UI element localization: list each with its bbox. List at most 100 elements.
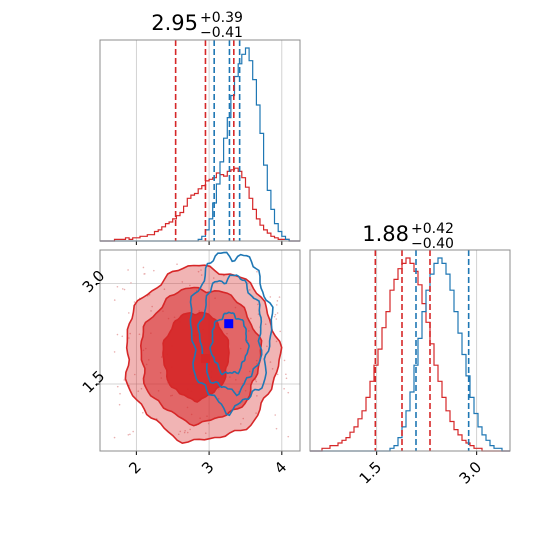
joint-sample-dot: [212, 277, 215, 279]
joint-sample-dot: [275, 340, 278, 343]
joint-sample-dot: [279, 330, 281, 333]
joint-sample-dot: [274, 414, 277, 416]
joint-sample-dot: [153, 269, 155, 272]
joint-sample-dot: [274, 313, 277, 316]
joint-sample-dot: [116, 333, 119, 336]
joint-sample-dot: [207, 422, 210, 425]
joint-sample-dot: [183, 431, 186, 434]
joint-x-tick-labels: 2 3 4: [125, 458, 290, 477]
joint-sample-dot: [121, 335, 124, 338]
joint-sample-dot: [127, 269, 129, 271]
joint-sample-dot: [133, 373, 136, 376]
truth-marker-2: [200, 354, 210, 364]
joint-y-tick-label: 1.5: [79, 367, 109, 397]
param1-red-histogram: [100, 167, 300, 242]
joint-sample-dot: [276, 300, 279, 302]
joint-sample-dot: [276, 312, 279, 314]
joint-sample-dot: [255, 380, 258, 383]
joint-sample-dot: [275, 304, 278, 306]
joint-sample-dot: [116, 285, 119, 288]
joint-sample-dot: [197, 270, 200, 273]
marginal-histogram-param2: [309, 249, 511, 455]
joint-sample-dot: [127, 312, 130, 314]
param2-red-histogram: [310, 257, 510, 452]
joint-sample-dot: [177, 433, 180, 436]
param2-blue-histogram: [310, 257, 510, 452]
joint-sample-dot: [250, 317, 252, 320]
joint-sample-dot: [150, 310, 152, 312]
joint-sample-dot: [276, 373, 279, 376]
joint-sample-dot: [121, 288, 124, 290]
joint-sample-dot: [283, 359, 286, 362]
joint-sample-dot: [118, 403, 121, 406]
joint-sample-dot: [133, 301, 136, 303]
joint-sample-dot: [266, 345, 268, 348]
joint-sample-dot: [248, 289, 251, 291]
joint-sample-dot: [278, 296, 281, 298]
joint-sample-dot: [181, 281, 184, 283]
joint-sample-dot: [179, 430, 182, 433]
joint-sample-dot: [285, 373, 287, 376]
joint-sample-dot: [285, 377, 288, 380]
joint-sample-dot: [142, 411, 144, 414]
joint-sample-dot: [129, 332, 131, 335]
joint-sample-dot: [142, 266, 145, 269]
blue-contour-3: [209, 311, 250, 376]
joint-sample-dot: [184, 429, 186, 432]
joint-sample-dot: [143, 273, 146, 275]
joint-sample-dot: [254, 379, 257, 381]
joint-sample-dot: [256, 395, 258, 397]
joint-sample-dot: [129, 433, 131, 436]
joint-sample-dot: [151, 305, 153, 308]
param2-minus-error: −0.40: [411, 236, 454, 252]
joint-sample-dot: [127, 433, 130, 436]
joint-sample-dot: [186, 431, 189, 434]
joint-sample-dot: [255, 412, 257, 414]
joint-sample-dot: [163, 288, 166, 291]
joint-y-tick-label: 3.0: [79, 267, 109, 297]
truth-marker-1: [224, 319, 234, 329]
param2-frame: [309, 249, 511, 452]
joint-sample-dot: [257, 303, 259, 306]
joint-density-panel: [96, 249, 301, 455]
blue-contour-2: [197, 274, 263, 397]
joint-sample-dot: [271, 368, 274, 370]
joint-sample-dot: [264, 323, 267, 326]
joint-sample-dot: [138, 333, 141, 336]
joint-x-tick-label: 3: [198, 458, 217, 477]
param1-title: 2.95: [151, 11, 198, 35]
joint-sample-dot: [116, 385, 119, 388]
joint-sample-dot: [123, 379, 126, 381]
joint-sample-dot: [273, 315, 276, 318]
param2-plus-error: +0.42: [411, 221, 454, 237]
joint-sample-dot: [204, 432, 207, 435]
joint-sample-dot: [240, 423, 242, 425]
joint-sample-dot: [283, 387, 285, 390]
joint-sample-dot: [269, 361, 272, 363]
param2-title: 1.88: [362, 222, 409, 246]
joint-sample-dot: [200, 274, 203, 276]
param1-median: 2.95: [151, 11, 198, 35]
joint-y-tick-labels: 1.5 3.0: [79, 267, 109, 397]
joint-sample-dot: [128, 337, 130, 339]
joint-sample-dot: [176, 263, 178, 266]
joint-sample-dot: [119, 392, 121, 395]
joint-sample-dot: [287, 391, 290, 394]
joint-sample-dot: [287, 435, 290, 438]
joint-sample-dot: [140, 387, 143, 390]
joint-x-tick-label: 4: [271, 458, 290, 477]
joint-sample-dot: [113, 436, 116, 439]
joint-sample-dot: [242, 417, 245, 420]
param2-x-tick-label: 3.0: [456, 458, 486, 488]
joint-sample-dot: [130, 282, 132, 284]
marginal-histogram-param1: [99, 39, 301, 245]
joint-sample-dot: [113, 299, 116, 301]
param1-plus-error: +0.39: [200, 10, 243, 26]
joint-sample-dot: [275, 318, 278, 320]
joint-sample-dot: [148, 293, 151, 296]
joint-frame: [99, 249, 301, 452]
joint-plot-area: [113, 251, 290, 445]
joint-sample-dot: [275, 427, 278, 430]
